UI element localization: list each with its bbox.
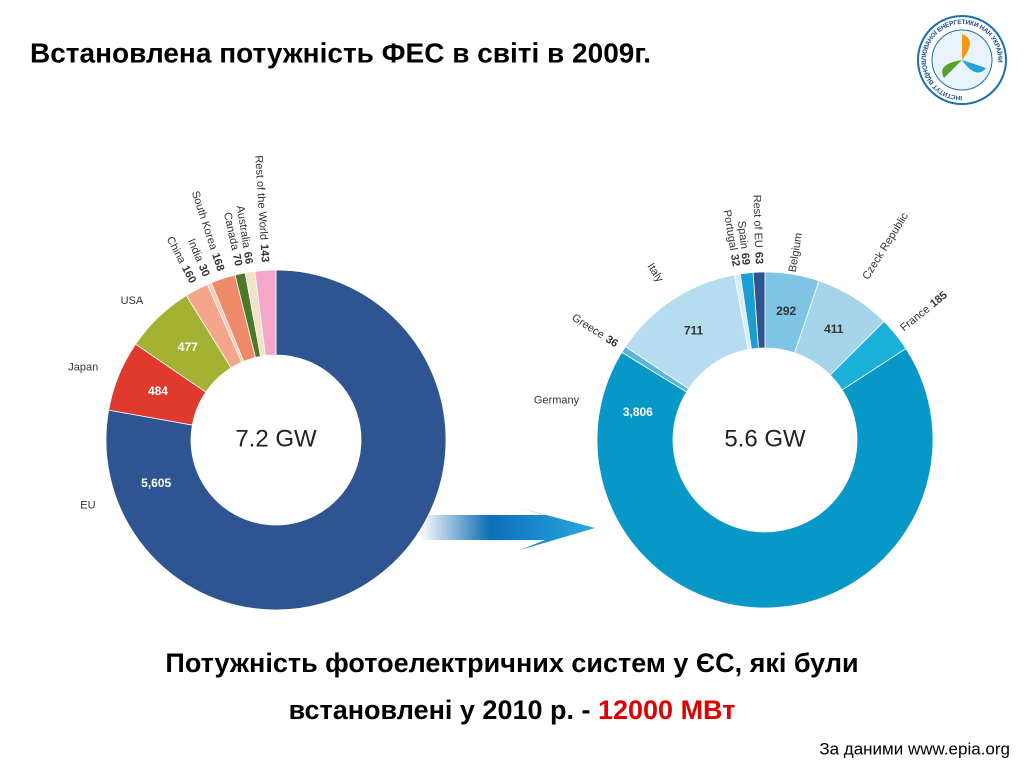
category-name: China — [164, 235, 188, 267]
center-label: 7.2 GW — [235, 425, 317, 452]
value-label: 185 — [928, 289, 950, 310]
value-label: 66 — [241, 251, 255, 265]
value-label: 168 — [209, 252, 226, 273]
category-name: Rest of EU — [750, 195, 764, 249]
category-name: Spain — [735, 220, 750, 249]
category-name: India — [185, 237, 206, 264]
value-label: 36 — [603, 333, 620, 350]
value-label: 63 — [752, 252, 764, 265]
value-label: 160 — [179, 264, 198, 286]
summary-line1: Потужність фотоелектричних систем у ЄС, … — [165, 648, 858, 678]
value-label: 477 — [178, 340, 198, 354]
category-label: Czeck Republic — [860, 210, 911, 282]
donut-slice — [254, 269, 277, 357]
category-label: Rest of the World 143 — [252, 155, 271, 263]
category-name: Greece — [570, 312, 607, 342]
arrow — [420, 508, 595, 550]
donut-slice — [752, 271, 766, 349]
category-label: USA — [121, 295, 144, 307]
summary-text: встановлені у 2010 р. - — [289, 695, 598, 725]
category-label: EU — [80, 500, 95, 512]
value-label: 292 — [776, 304, 796, 318]
category-name: Rest of the World — [252, 155, 269, 240]
category-label: Japan — [68, 361, 98, 373]
category-label: Greece36 — [570, 312, 621, 350]
slide-title: Встановлена потужність ФЕС в світі в 200… — [30, 37, 651, 68]
logo: ІНСТИТУТ ВІДНОВЛЮВАНОЇ ЕНЕРГЕТИКИ НАН УК… — [917, 15, 1007, 105]
value-label: 69 — [739, 252, 752, 265]
category-label: Germany — [534, 394, 580, 406]
value-label: 143 — [258, 244, 271, 263]
summary-highlight: 12000 МВт — [598, 695, 735, 725]
value-label: 30 — [196, 263, 212, 279]
category-name: France — [898, 303, 932, 334]
center-label: 5.6 GW — [724, 425, 806, 452]
category-label: Italy — [644, 261, 665, 285]
value-label: 3,806 — [623, 405, 653, 419]
value-label: 70 — [230, 253, 244, 268]
value-label: 5,605 — [141, 476, 171, 490]
value-label: 484 — [148, 384, 168, 398]
value-label: 411 — [824, 322, 844, 336]
donut-slice — [596, 348, 934, 609]
category-label: Spain 69 — [735, 220, 752, 265]
category-label: Rest of EU 63 — [750, 195, 764, 265]
value-label: 32 — [728, 253, 742, 267]
value-label: 711 — [684, 324, 704, 338]
donut-slice — [105, 269, 447, 611]
source: За даними www.epia.org — [819, 739, 1010, 758]
summary-line2: встановлені у 2010 р. - 12000 МВт — [289, 695, 736, 725]
category-label: France185 — [898, 289, 950, 334]
category-label: Belgium — [787, 232, 805, 273]
